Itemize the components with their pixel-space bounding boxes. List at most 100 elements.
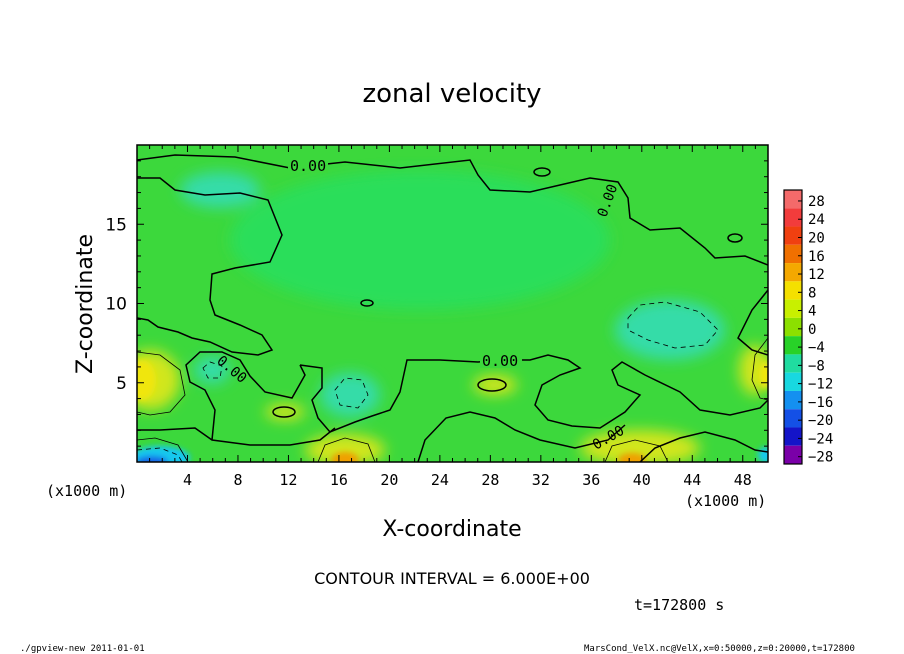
- colorbar-label: −28: [808, 450, 833, 466]
- colorbar-label: −24: [808, 431, 833, 447]
- colorbar: 28 24 20 16 12 8 4 0 −4 −8 −12 −16 −20 −24 −28: [783, 189, 833, 466]
- contour-lower-right: [417, 411, 768, 462]
- contour-island-4: [533, 167, 551, 177]
- cool-region-top: [180, 172, 260, 208]
- warm-region-center: [473, 375, 517, 395]
- colorbar-label: 20: [808, 230, 825, 246]
- thin-contour-right: [751, 337, 768, 401]
- footer-right: MarsCond_VelX.nc@VelX,x=0:50000,z=0:2000…: [584, 644, 855, 654]
- y-ticks: [137, 144, 768, 463]
- cool-region-left: [194, 356, 230, 384]
- x-tick-label: 36: [582, 471, 600, 489]
- colorbar-swatch: [784, 281, 802, 300]
- x-tick-label: 24: [431, 471, 449, 489]
- colorbar-swatch: [784, 390, 802, 410]
- deep-cold-core-left: [137, 456, 168, 462]
- core-region: [230, 170, 610, 310]
- colorbar-label: 8: [808, 285, 816, 301]
- colorbar-label: −20: [808, 413, 833, 429]
- y-axis-label: Z-coordinate: [73, 234, 98, 374]
- contour-interval: CONTOUR INTERVAL = 6.000E+00: [314, 569, 590, 588]
- colorbar-label: 24: [808, 212, 825, 228]
- yellow-core-left: [137, 360, 156, 400]
- colorbar-label: 12: [808, 267, 825, 283]
- cool-region-mid: [320, 373, 380, 417]
- x-tick-labels: 4 8 12 16 20 24 28 32 36 40 44 48: [183, 471, 752, 489]
- colorbar-swatch: [784, 299, 802, 318]
- colorbar-label: 28: [808, 194, 825, 210]
- dashed-contour-left: [202, 361, 223, 379]
- colorbar-swatch: [784, 445, 802, 464]
- contour-label-bg-1: [288, 157, 328, 173]
- chart-title: zonal velocity: [362, 79, 541, 109]
- zero-contours: [137, 154, 768, 462]
- warm-region-bottom1: [305, 434, 385, 462]
- dashed-contour-corner: [137, 447, 183, 462]
- colorbar-swatch: [784, 372, 802, 391]
- contour-label-1: 0.00: [290, 157, 326, 175]
- y-tick-label: 15: [105, 215, 127, 235]
- x-tick-label: 4: [183, 471, 192, 489]
- warm-region-low: [265, 404, 305, 420]
- colorbar-swatch: [784, 263, 802, 282]
- contour-label-bg-2: [480, 352, 522, 368]
- colorbar-swatch: [784, 244, 802, 264]
- contour-label-2: 0.00: [482, 352, 518, 370]
- y-tick-label: 5: [116, 374, 127, 394]
- colorbar-swatch: [784, 208, 802, 227]
- y-tick-label: 10: [105, 295, 127, 315]
- x-tick-label: 40: [633, 471, 651, 489]
- orange-core-2: [618, 453, 646, 462]
- x-axis-label: X-coordinate: [382, 517, 521, 542]
- x-ticks: [136, 145, 769, 462]
- y-tick-labels: 5 10 15: [105, 215, 127, 394]
- plot-area: 0.00 0.00 0.00 0.00 0.00: [137, 145, 768, 462]
- dashed-contour-right: [627, 301, 719, 349]
- thin-contour-left: [137, 351, 186, 416]
- colorbar-label: −4: [808, 340, 825, 356]
- time-label: t=172800 s: [634, 596, 724, 614]
- contour-island-2: [360, 299, 374, 307]
- colorbar-label: −12: [808, 377, 833, 393]
- colorbar-label: −16: [808, 395, 833, 411]
- cool-region-right: [615, 300, 725, 360]
- dashed-contour-mid: [334, 377, 369, 409]
- colorbar-swatch: [784, 336, 802, 355]
- contour-lower-left: [137, 351, 336, 446]
- yellow-core-right: [759, 361, 768, 389]
- x-tick-label: 8: [233, 471, 242, 489]
- thin-contour-bottom2: [604, 439, 669, 462]
- contour-island-5: [477, 378, 507, 392]
- contour-upper: [137, 177, 283, 356]
- colorbar-swatch: [784, 409, 802, 428]
- colorbar-label: 4: [808, 304, 816, 320]
- colorbar-swatch: [784, 427, 802, 446]
- colorbar-swatch: [784, 317, 802, 337]
- colorbar-swatch: [784, 190, 802, 209]
- colorbar-swatch: [784, 354, 802, 373]
- x-tick-label: 32: [532, 471, 550, 489]
- x-tick-label: 48: [734, 471, 752, 489]
- x-unit-right: (x1000 m): [685, 492, 766, 510]
- x-tick-label: 28: [481, 471, 499, 489]
- orange-core-1: [331, 452, 359, 462]
- colorbar-swatch: [784, 226, 802, 245]
- colorbar-label: 0: [808, 322, 816, 338]
- positive-contours: [137, 337, 768, 462]
- x-tick-label: 44: [683, 471, 701, 489]
- colorbar-label: 16: [808, 249, 825, 265]
- colorbar-label: −8: [808, 358, 825, 374]
- x-unit-left: (x1000 m): [46, 482, 127, 500]
- contour-island-1: [272, 406, 296, 418]
- footer-left: ./gpview-new 2011-01-01: [20, 644, 145, 654]
- contour-island-3: [727, 233, 743, 243]
- x-tick-label: 12: [279, 471, 297, 489]
- colorbar-frame: [783, 189, 803, 465]
- thin-contour-bottom1: [317, 437, 376, 462]
- negative-contours: [137, 301, 719, 462]
- x-tick-label: 20: [380, 471, 398, 489]
- thin-contour-cold: [137, 437, 189, 462]
- cold-core-right: [758, 447, 768, 462]
- x-tick-label: 16: [330, 471, 348, 489]
